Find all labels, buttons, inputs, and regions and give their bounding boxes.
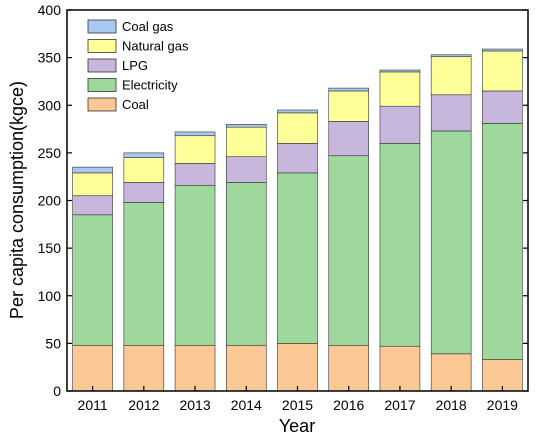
x-tick-label: 2019: [487, 397, 518, 413]
y-tick-label: 300: [38, 97, 62, 113]
bar-segment-coal-gas-2015: [277, 109, 318, 114]
bar-segment-lpg-2012: [123, 182, 165, 203]
bar-segment-coal-2015: [277, 343, 318, 392]
y-tick-label: 150: [38, 240, 62, 256]
bar-segment-coal-2019: [482, 359, 523, 392]
x-axis-title: Year: [279, 416, 315, 436]
bar-segment-electricity-2012: [123, 202, 165, 346]
x-tick-label: 2011: [78, 397, 108, 413]
bar-segment-electricity-2011: [72, 214, 113, 346]
bar-segment-coal-gas-2017: [379, 69, 421, 73]
bar-segment-natural-gas-2015: [277, 112, 318, 144]
bar-segment-natural-gas-2018: [430, 56, 472, 96]
x-tick-label: 2018: [436, 397, 467, 413]
plot-area: [72, 48, 523, 392]
bar-segment-coal-2012: [123, 344, 165, 392]
bar-segment-coal-gas-2013: [174, 131, 216, 137]
x-tick-label: 2014: [231, 397, 262, 413]
x-tick-label: 2012: [128, 397, 159, 413]
bar-segment-electricity-2013: [174, 184, 216, 346]
bar-segment-lpg-2013: [174, 163, 216, 186]
bar-segment-coal-2013: [174, 344, 216, 392]
y-tick-label: 350: [38, 50, 62, 66]
bar-segment-coal-gas-2016: [328, 87, 370, 92]
legend-swatch-coal: [87, 97, 117, 112]
bar-segment-electricity-2015: [277, 172, 318, 344]
bar-segment-coal-2016: [328, 344, 370, 392]
legend-label-natural-gas: Natural gas: [122, 39, 189, 54]
y-tick-label: 0: [53, 383, 61, 399]
legend-swatch-natural-gas: [87, 39, 117, 53]
bar-segment-electricity-2017: [379, 143, 421, 347]
bar-segment-coal-2017: [379, 345, 421, 392]
legend-swatch-lpg: [87, 58, 117, 73]
bar-segment-natural-gas-2019: [482, 50, 523, 92]
bar-segment-natural-gas-2013: [174, 135, 216, 164]
bar-segment-coal-gas-2012: [123, 152, 165, 158]
bar-segment-natural-gas-2014: [226, 126, 267, 157]
y-axis: 0 50 100 150 200 250 300 350 400: [38, 2, 528, 399]
legend-label-lpg: LPG: [122, 58, 148, 73]
bar-segment-lpg-2014: [226, 156, 267, 183]
y-tick-label: 250: [38, 145, 62, 161]
bar-segment-electricity-2018: [430, 130, 472, 355]
x-tick-label: 2016: [333, 397, 364, 413]
legend-label-coal-gas: Coal gas: [122, 19, 174, 34]
x-tick-label: 2015: [282, 397, 313, 413]
bar-segment-coal-gas-2014: [226, 124, 267, 128]
bar-segment-lpg-2019: [482, 90, 523, 124]
y-axis-title: Per capita consumption(kgce): [7, 81, 27, 319]
legend-label-coal: Coal: [122, 97, 149, 112]
bar-segment-natural-gas-2012: [123, 157, 165, 183]
y-tick-label: 400: [38, 2, 62, 18]
legend: Coal gas Natural gas LPG Electricity Coal: [87, 19, 189, 112]
bar-segment-natural-gas-2011: [72, 172, 113, 197]
y-tick-label: 50: [45, 335, 61, 351]
x-tick-label: 2013: [179, 397, 210, 413]
x-tick-label: 2017: [384, 397, 415, 413]
y-tick-label: 200: [38, 193, 62, 209]
bar-segment-coal-gas-2018: [430, 54, 472, 57]
y-tick-label: 100: [38, 288, 62, 304]
bar-segment-lpg-2017: [379, 105, 421, 144]
bar-segment-coal-2011: [72, 344, 113, 392]
bar-segment-lpg-2018: [430, 94, 472, 132]
bar-segment-coal-2014: [226, 344, 267, 392]
bar-segment-coal-gas-2011: [72, 166, 113, 174]
bar-segment-natural-gas-2016: [328, 90, 370, 122]
x-axis: 2011 2012 2013 2014 2015 2016 2017 2018 2019: [78, 386, 518, 413]
bar-segment-lpg-2015: [277, 143, 318, 174]
bar-segment-electricity-2014: [226, 182, 267, 346]
bar-segment-electricity-2016: [328, 155, 370, 346]
legend-swatch-electricity: [87, 78, 117, 92]
bar-segment-lpg-2011: [72, 195, 113, 216]
bar-segment-electricity-2019: [482, 123, 523, 360]
legend-label-electricity: Electricity: [122, 78, 178, 93]
bar-segment-natural-gas-2017: [379, 71, 421, 107]
bar-segment-lpg-2016: [328, 121, 370, 157]
bar-segment-coal-gas-2019: [482, 48, 523, 52]
bar-segment-coal-2018: [430, 353, 472, 392]
legend-swatch-coal-gas: [87, 19, 117, 34]
